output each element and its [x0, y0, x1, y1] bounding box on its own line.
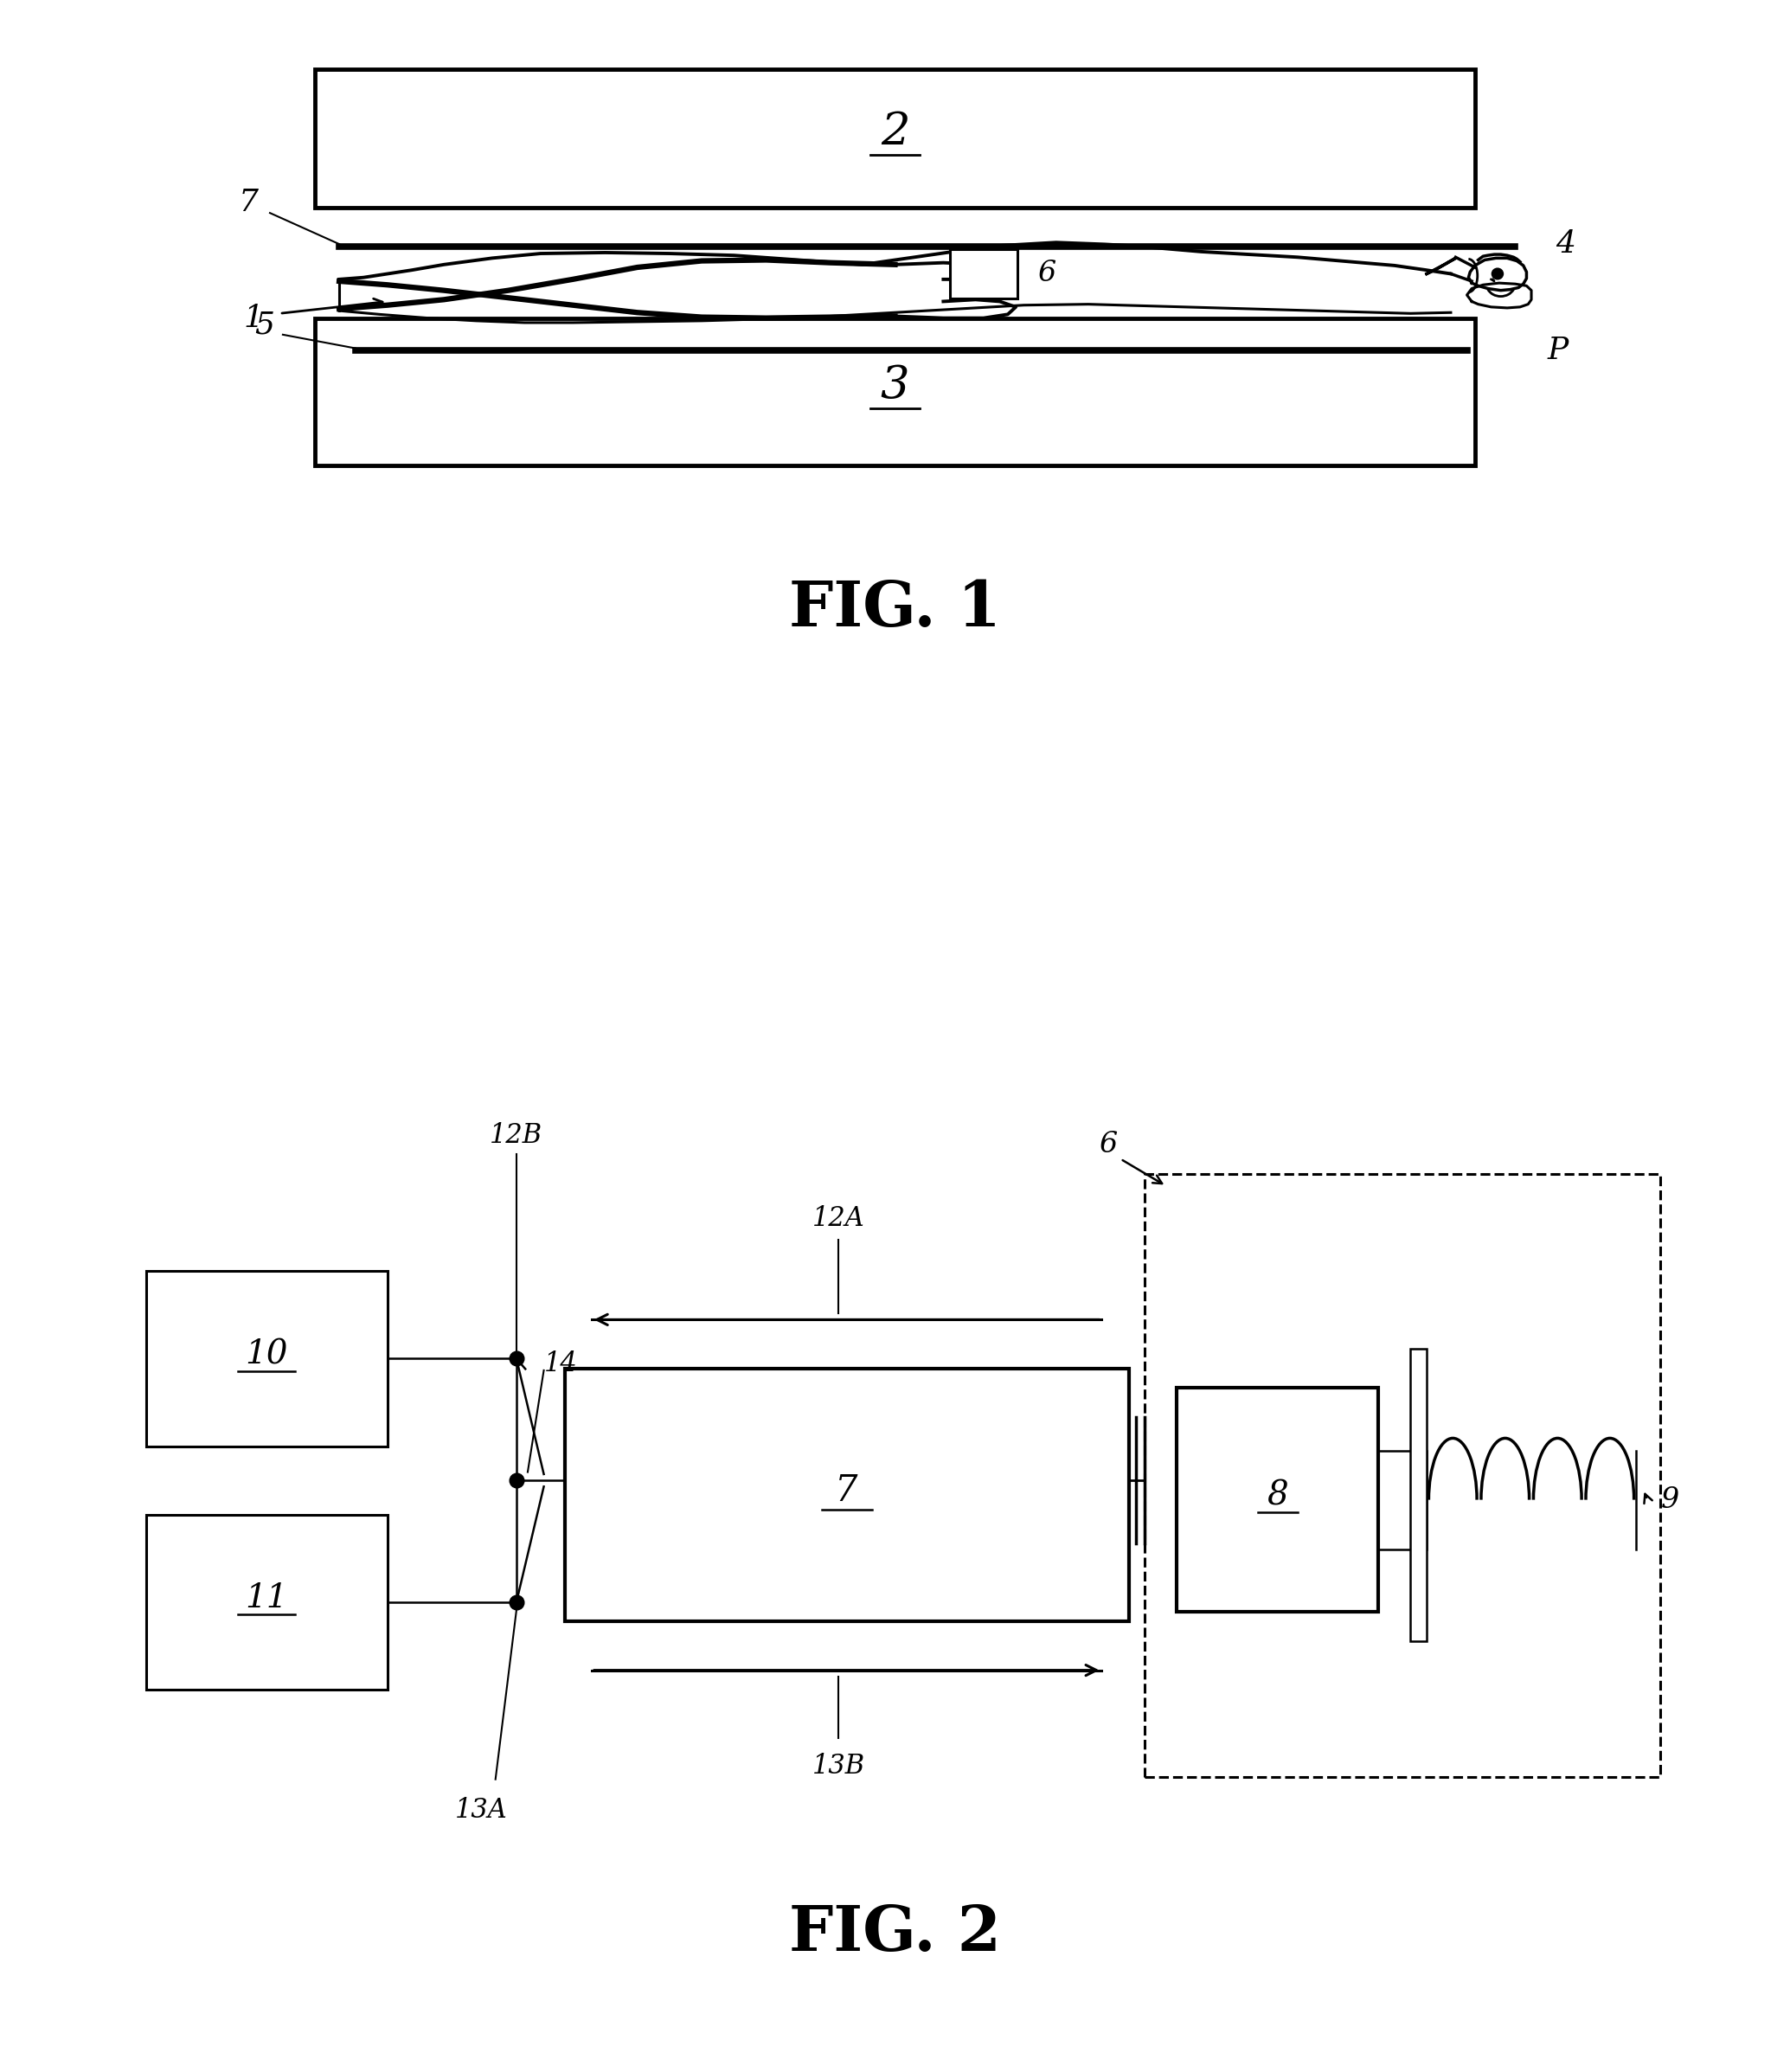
- Text: 8: 8: [1267, 1479, 1289, 1513]
- Text: 1: 1: [243, 303, 263, 334]
- FancyBboxPatch shape: [315, 317, 1475, 466]
- Text: 2: 2: [881, 110, 909, 153]
- Text: 5: 5: [254, 311, 276, 340]
- Text: 12A: 12A: [813, 1206, 865, 1233]
- FancyBboxPatch shape: [1178, 1388, 1378, 1612]
- Text: 4: 4: [1556, 230, 1575, 259]
- Text: 11: 11: [245, 1581, 288, 1614]
- Text: 7: 7: [836, 1473, 857, 1508]
- Text: FIG. 2: FIG. 2: [789, 1902, 1001, 1964]
- Text: 9: 9: [1661, 1486, 1679, 1515]
- FancyBboxPatch shape: [147, 1270, 388, 1446]
- Text: 10: 10: [245, 1339, 288, 1370]
- FancyBboxPatch shape: [950, 249, 1019, 298]
- Text: 13B: 13B: [813, 1753, 865, 1780]
- FancyBboxPatch shape: [566, 1368, 1129, 1622]
- Ellipse shape: [1493, 269, 1504, 280]
- Text: P: P: [1547, 336, 1568, 365]
- FancyBboxPatch shape: [1411, 1349, 1427, 1641]
- Text: FIG. 1: FIG. 1: [789, 578, 1001, 638]
- Text: 6: 6: [1038, 259, 1056, 288]
- Text: 6: 6: [1099, 1131, 1117, 1158]
- Text: 14: 14: [544, 1351, 578, 1378]
- Text: 13A: 13A: [455, 1796, 507, 1823]
- Text: 3: 3: [881, 363, 909, 408]
- FancyBboxPatch shape: [147, 1515, 388, 1691]
- Text: 12B: 12B: [490, 1123, 542, 1150]
- Text: 7: 7: [238, 189, 260, 218]
- FancyBboxPatch shape: [315, 68, 1475, 207]
